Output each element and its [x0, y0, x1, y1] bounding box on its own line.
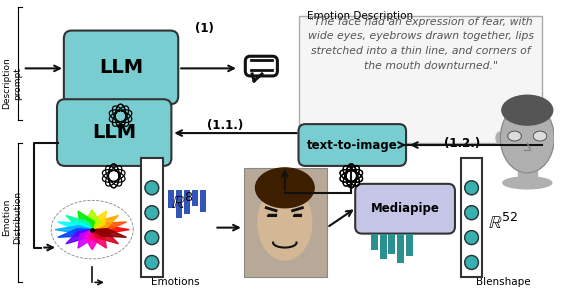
FancyBboxPatch shape — [298, 124, 406, 166]
Ellipse shape — [258, 185, 312, 260]
Polygon shape — [90, 211, 106, 230]
Text: text-to-image: text-to-image — [307, 139, 398, 151]
Circle shape — [465, 181, 478, 195]
Bar — [406, 234, 413, 255]
Polygon shape — [66, 230, 92, 244]
Bar — [192, 190, 198, 206]
FancyBboxPatch shape — [64, 31, 178, 104]
Ellipse shape — [507, 131, 522, 141]
Circle shape — [145, 255, 158, 269]
Bar — [380, 234, 387, 260]
FancyBboxPatch shape — [355, 184, 455, 234]
Text: LLM: LLM — [99, 58, 143, 77]
Text: (1.2.): (1.2.) — [444, 136, 481, 150]
Text: Description
prompt: Description prompt — [2, 58, 22, 109]
Bar — [176, 190, 182, 218]
Bar — [397, 234, 404, 263]
Polygon shape — [92, 230, 119, 244]
Polygon shape — [66, 215, 92, 230]
Polygon shape — [84, 209, 100, 230]
Circle shape — [145, 181, 158, 195]
Ellipse shape — [502, 95, 553, 125]
Circle shape — [465, 206, 478, 220]
Bar — [200, 190, 206, 212]
Bar — [141, 158, 162, 277]
Bar — [300, 15, 542, 143]
Text: Emotions: Emotions — [151, 277, 200, 287]
Text: $\mathbb{R}^{8}$: $\mathbb{R}^{8}$ — [171, 193, 193, 213]
Bar — [371, 234, 378, 249]
Polygon shape — [92, 222, 126, 231]
Text: Emotion Description: Emotion Description — [307, 11, 414, 21]
Ellipse shape — [533, 131, 547, 141]
Ellipse shape — [503, 177, 552, 189]
Text: "The face had an expression of fear, with
wide eyes, eyebrows drawn together, li: "The face had an expression of fear, wit… — [308, 17, 534, 71]
Polygon shape — [55, 226, 92, 234]
Circle shape — [145, 231, 158, 245]
Polygon shape — [58, 229, 92, 237]
Text: $\mathbb{R}^{52}$: $\mathbb{R}^{52}$ — [488, 212, 518, 233]
Circle shape — [465, 231, 478, 245]
FancyBboxPatch shape — [246, 56, 278, 76]
Text: Blenshape: Blenshape — [475, 277, 530, 287]
Circle shape — [465, 255, 478, 269]
Text: (1): (1) — [195, 22, 214, 35]
Ellipse shape — [256, 168, 314, 208]
Circle shape — [145, 206, 158, 220]
Polygon shape — [92, 229, 126, 237]
Polygon shape — [84, 230, 100, 250]
Polygon shape — [90, 230, 106, 248]
Ellipse shape — [496, 132, 504, 144]
Polygon shape — [92, 226, 129, 234]
Text: Emotion
Distribution: Emotion Distribution — [2, 191, 22, 244]
Bar — [388, 234, 395, 254]
Polygon shape — [58, 222, 92, 231]
Bar — [169, 190, 174, 208]
Bar — [244, 168, 327, 277]
Bar — [518, 166, 537, 180]
Polygon shape — [252, 74, 262, 81]
Polygon shape — [78, 230, 94, 248]
FancyBboxPatch shape — [57, 99, 171, 166]
Text: (1.1.): (1.1.) — [207, 119, 243, 132]
Polygon shape — [92, 215, 119, 230]
Ellipse shape — [551, 132, 559, 144]
Ellipse shape — [500, 103, 554, 173]
Bar — [184, 190, 190, 214]
Polygon shape — [78, 211, 94, 230]
Bar — [461, 158, 482, 277]
Text: Mediapipe: Mediapipe — [371, 202, 439, 215]
Text: LLM: LLM — [92, 123, 136, 142]
